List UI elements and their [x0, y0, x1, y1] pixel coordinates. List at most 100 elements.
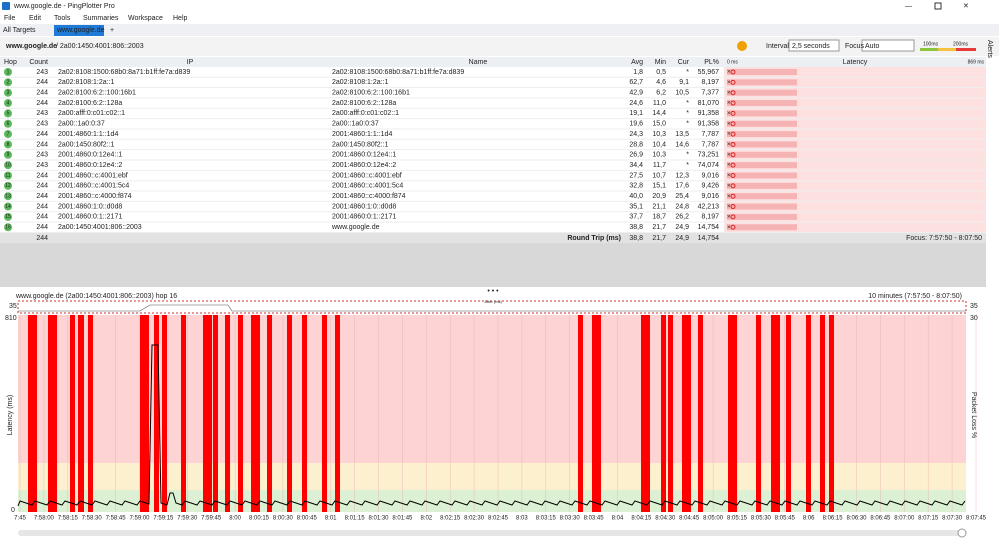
interval-select[interactable]	[788, 39, 840, 52]
cell: 91,358	[698, 121, 720, 128]
cell[interactable]: 243	[36, 121, 48, 128]
cell[interactable]: 244	[36, 79, 48, 86]
cell[interactable]: 2001:4860::c:4001:5c4	[58, 183, 129, 190]
column-header[interactable]: Hop	[4, 59, 17, 66]
cell[interactable]: 243	[36, 110, 48, 117]
jitter-trace	[18, 304, 966, 312]
x-tick-label: 8:05:00	[703, 516, 724, 522]
menu-item[interactable]: Workspace	[128, 15, 163, 22]
cell[interactable]: 2a02:8100:6:2::100:16b1	[58, 90, 136, 97]
table-header-bg	[0, 57, 986, 67]
graph-jitter-left: 35	[9, 303, 17, 310]
legend-red	[956, 48, 976, 51]
cell[interactable]: 2a02:8108:1500:68b0:8a71:b1ff:fe7a:d839	[58, 69, 190, 76]
cell[interactable]: 2001:4860:1:0::d0d8	[58, 203, 122, 210]
packet-loss-bar	[238, 315, 243, 512]
x-tick-label: 8:00:30	[273, 516, 294, 522]
cell: 17,6	[675, 183, 689, 190]
column-header[interactable]: Name	[469, 59, 488, 66]
scrollbar[interactable]	[18, 530, 966, 536]
column-header[interactable]: Count	[29, 59, 48, 66]
hop-badge	[4, 161, 12, 170]
empty-area	[0, 243, 986, 287]
x-tick-label: 8:01	[325, 516, 337, 522]
cell: 10,7	[652, 172, 666, 179]
hop-number: 8	[7, 142, 10, 148]
cell: *	[686, 152, 689, 159]
column-header[interactable]: Avg	[631, 59, 643, 66]
close[interactable]: ✕	[963, 3, 969, 10]
cell[interactable]: 244	[36, 100, 48, 107]
x-tick-label: 8:02:45	[488, 516, 509, 522]
cell[interactable]: 2a02:8100:6:2::128a	[58, 100, 122, 107]
alerts-tab[interactable]: Alerts	[986, 40, 993, 58]
cell[interactable]: 243	[36, 162, 48, 169]
y-axis-label: Latency (ms)	[7, 395, 14, 435]
cell[interactable]: 244	[36, 172, 48, 179]
x-tick-label: 7:58:00	[34, 516, 55, 522]
cell[interactable]: 244	[36, 203, 48, 210]
cell[interactable]: 244	[36, 224, 48, 231]
cell[interactable]: 243	[36, 69, 48, 76]
toolbar-target: www.google.de	[5, 43, 57, 50]
cell[interactable]: 2a02:8108:1:2a::1	[58, 79, 115, 86]
packet-loss-bar	[213, 315, 218, 512]
cell[interactable]: 2001:4860:0:1::2171	[58, 214, 122, 221]
cell[interactable]: 244	[36, 214, 48, 221]
cell[interactable]: 2001:4860:0:12e4::1	[58, 152, 122, 159]
cell[interactable]: 2a00::1a0:0:37	[58, 121, 105, 128]
packet-loss-bar	[225, 315, 230, 512]
menu-item[interactable]: Tools	[54, 15, 71, 22]
cell[interactable]: 244	[36, 141, 48, 148]
maximize[interactable]	[934, 2, 942, 10]
latency-bar	[727, 89, 797, 96]
cell[interactable]: 244	[36, 131, 48, 138]
hop-number: 11	[5, 173, 10, 179]
column-header[interactable]: IP	[187, 59, 194, 66]
cell: 14,754	[698, 224, 720, 231]
column-header[interactable]: Cur	[678, 59, 690, 66]
packet-loss-bar	[578, 315, 583, 512]
cell[interactable]: 243	[36, 152, 48, 159]
menu-item[interactable]: Help	[173, 15, 188, 22]
cell: *	[686, 162, 689, 169]
menu-item[interactable]: File	[4, 15, 15, 22]
column-header[interactable]: PL%	[704, 59, 719, 66]
tab[interactable]: www.google.de	[56, 27, 105, 34]
column-header[interactable]: Min	[655, 59, 666, 66]
cell: 10,3	[652, 131, 666, 138]
cell[interactable]: 2001:4860::c:4001:ebf	[58, 172, 128, 179]
pause-button[interactable]	[737, 41, 747, 51]
menu-item[interactable]: Summaries	[83, 15, 119, 22]
cell[interactable]: 244	[36, 90, 48, 97]
splitter[interactable]: • • •	[487, 288, 499, 295]
loss-axis-label: Packet Loss %	[970, 392, 977, 438]
minimize[interactable]: —	[905, 3, 912, 10]
tab[interactable]: +	[110, 27, 114, 34]
hop-badge	[4, 88, 12, 97]
cell[interactable]: 2001:4860::c:4000:f874	[58, 193, 132, 200]
hop-number: 5	[7, 111, 10, 117]
hop-number: 13	[5, 194, 11, 200]
cell[interactable]: 2001:4860:0:12e4::2	[58, 162, 122, 169]
toolbar-focus-label: Focus	[845, 43, 865, 50]
cell: 2001:4860::c:4001:5c4	[332, 183, 403, 190]
tab[interactable]: All Targets	[3, 27, 36, 34]
cell[interactable]: 244	[36, 193, 48, 200]
cell: 14,6	[675, 141, 689, 148]
focus-select[interactable]	[861, 39, 915, 52]
cell[interactable]: 2a00:1450:4001:806::2003	[58, 224, 142, 231]
latency-bar	[727, 224, 797, 231]
latency-dot	[730, 121, 736, 127]
cell[interactable]: 2a00:1450:80f2::1	[58, 141, 115, 148]
cell: 0,5	[656, 69, 666, 76]
toolbar-path: / 2a00:1450:4001:806::2003	[56, 43, 144, 50]
menu-item[interactable]: Edit	[29, 15, 41, 22]
cell[interactable]: 244	[36, 183, 48, 190]
summary-avg: 38,8	[629, 235, 643, 242]
cell[interactable]: 2001:4860:1:1::1d4	[58, 131, 118, 138]
column-header[interactable]: Latency	[843, 59, 868, 66]
cell[interactable]: 2a00:afff:0:c01:c02::1	[58, 110, 125, 117]
cell: 7,787	[701, 131, 719, 138]
scroll-handle[interactable]	[957, 528, 967, 538]
